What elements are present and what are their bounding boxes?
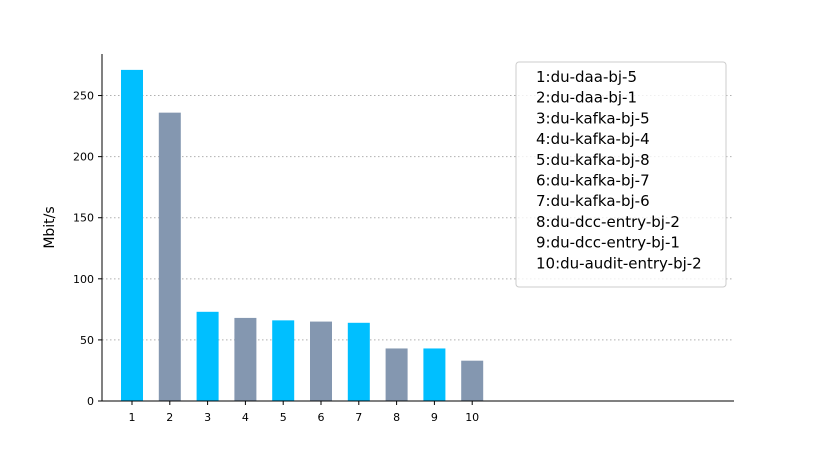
y-tick-label: 0 bbox=[87, 395, 94, 408]
legend-entry: 4:du-kafka-bj-4 bbox=[536, 130, 650, 148]
x-tick-label: 3 bbox=[204, 411, 211, 424]
legend-entry: 7:du-kafka-bj-6 bbox=[536, 192, 650, 210]
x-tick-label: 7 bbox=[355, 411, 362, 424]
y-tick-label: 250 bbox=[73, 90, 94, 103]
y-tick-label: 50 bbox=[80, 334, 94, 347]
x-tick-label: 8 bbox=[393, 411, 400, 424]
legend-entry: 1:du-daa-bj-5 bbox=[536, 68, 637, 86]
legend-entry: 3:du-kafka-bj-5 bbox=[536, 109, 650, 127]
y-ticks: 0 50 100 150 200 250 bbox=[73, 90, 102, 408]
x-tick-label: 1 bbox=[129, 411, 136, 424]
bar bbox=[461, 360, 484, 401]
x-ticks: 1 2 3 4 5 6 7 8 9 10 bbox=[129, 401, 479, 424]
bar bbox=[423, 348, 446, 401]
bar bbox=[272, 320, 295, 401]
legend-entry: 2:du-daa-bj-1 bbox=[536, 89, 637, 107]
bar bbox=[158, 112, 181, 401]
bar bbox=[385, 348, 408, 401]
bar bbox=[196, 311, 219, 401]
x-tick-label: 4 bbox=[242, 411, 249, 424]
legend-entry: 5:du-kafka-bj-8 bbox=[536, 151, 650, 169]
y-tick-label: 150 bbox=[73, 212, 94, 225]
x-tick-label: 9 bbox=[431, 411, 438, 424]
y-tick-label: 100 bbox=[73, 273, 94, 286]
bars bbox=[121, 69, 484, 402]
legend-entry: 6:du-kafka-bj-7 bbox=[536, 172, 650, 190]
x-tick-label: 5 bbox=[280, 411, 287, 424]
bar bbox=[310, 321, 332, 401]
bar bbox=[347, 322, 370, 401]
bar bbox=[121, 69, 143, 402]
bar bbox=[234, 317, 257, 401]
x-tick-label: 6 bbox=[318, 411, 325, 424]
legend: 1:du-daa-bj-5 2:du-daa-bj-1 3:du-kafka-bj-… bbox=[515, 61, 727, 288]
legend-entry: 9:du-dcc-entry-bj-1 bbox=[536, 234, 680, 252]
y-axis-title: Mbit/s bbox=[42, 206, 58, 248]
y-tick-label: 200 bbox=[73, 151, 94, 164]
legend-entry: 8:du-dcc-entry-bj-2 bbox=[536, 213, 680, 231]
x-tick-label: 10 bbox=[465, 411, 479, 424]
legend-entry: 10:du-audit-entry-bj-2 bbox=[536, 254, 702, 272]
x-tick-label: 2 bbox=[166, 411, 173, 424]
legend-box bbox=[515, 61, 727, 288]
